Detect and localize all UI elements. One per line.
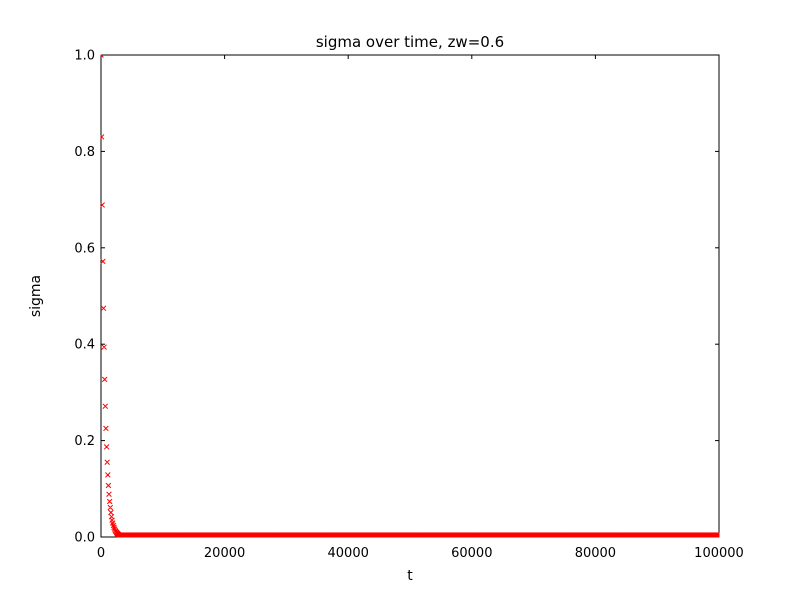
x-tick-label-80000: 80000	[575, 546, 616, 561]
y-tick-label-1.0: 1.0	[74, 49, 95, 64]
axis-tick-labels: 0 20000 40000 60000 80000 100000 0.0 0.2 0.4 0.6 0…	[74, 49, 744, 562]
axis-ticks	[100, 54, 720, 538]
data-series-sigma	[100, 54, 720, 538]
y-tick-label-0.0: 0.0	[74, 531, 95, 546]
y-tick-label-0.4: 0.4	[74, 338, 95, 353]
x-tick-label-0: 0	[97, 546, 105, 561]
y-axis-label: sigma	[28, 275, 44, 317]
x-tick-label-40000: 40000	[328, 546, 369, 561]
x-tick-label-60000: 60000	[451, 546, 492, 561]
x-tick-label-20000: 20000	[204, 546, 245, 561]
y-tick-label-0.6: 0.6	[74, 241, 95, 256]
plot-area	[100, 54, 720, 538]
chart-title: sigma over time, zw=0.6	[316, 33, 504, 51]
scatter-markers	[100, 54, 720, 538]
y-tick-label-0.2: 0.2	[74, 434, 95, 449]
x-tick-label-100000: 100000	[694, 546, 744, 561]
x-axis-label: t	[407, 568, 413, 584]
y-tick-label-0.8: 0.8	[74, 145, 95, 160]
